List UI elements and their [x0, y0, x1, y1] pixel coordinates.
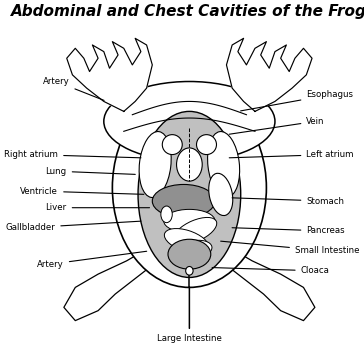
Text: Left atrium: Left atrium — [229, 150, 354, 159]
Ellipse shape — [162, 135, 182, 155]
Ellipse shape — [112, 88, 266, 287]
Ellipse shape — [197, 135, 217, 155]
Ellipse shape — [168, 239, 211, 269]
Polygon shape — [67, 38, 152, 111]
Polygon shape — [229, 248, 315, 321]
Ellipse shape — [209, 173, 233, 216]
Text: Stomach: Stomach — [232, 197, 344, 205]
Ellipse shape — [164, 209, 215, 233]
Polygon shape — [226, 38, 312, 111]
Polygon shape — [64, 248, 150, 321]
Ellipse shape — [104, 82, 275, 161]
Title: Abdominal and Chest Cavities of the Frog: Abdominal and Chest Cavities of the Frog — [11, 4, 364, 19]
Text: Right atrium: Right atrium — [4, 150, 141, 159]
Text: Artery: Artery — [37, 251, 147, 268]
Text: Large Intestine: Large Intestine — [157, 287, 222, 343]
Ellipse shape — [152, 184, 215, 218]
Ellipse shape — [138, 111, 241, 277]
Text: Ventricle: Ventricle — [20, 187, 144, 195]
Text: Liver: Liver — [46, 203, 150, 212]
Text: Esophagus: Esophagus — [241, 90, 353, 111]
Ellipse shape — [161, 206, 172, 223]
Ellipse shape — [139, 131, 171, 198]
Text: Pancreas: Pancreas — [232, 227, 345, 236]
Text: Small Intestine: Small Intestine — [221, 241, 359, 255]
Text: Gallbladder: Gallbladder — [5, 221, 141, 232]
Ellipse shape — [173, 240, 212, 261]
Text: Lung: Lung — [46, 167, 135, 176]
Ellipse shape — [173, 217, 217, 245]
Text: Vein: Vein — [229, 117, 325, 134]
Text: Cloaca: Cloaca — [212, 266, 329, 275]
Ellipse shape — [177, 148, 202, 181]
Ellipse shape — [207, 131, 240, 198]
Ellipse shape — [165, 228, 209, 253]
Text: Artery: Artery — [43, 77, 104, 100]
Circle shape — [186, 266, 193, 275]
